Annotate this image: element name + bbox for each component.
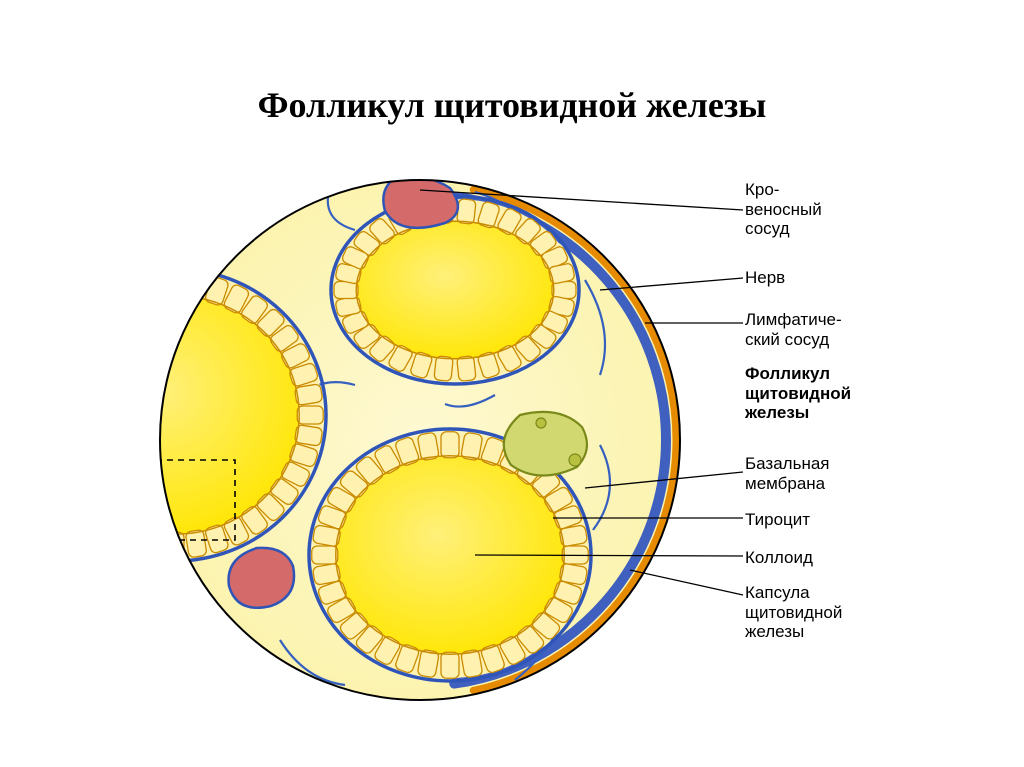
follicle-f_top bbox=[331, 196, 579, 384]
label-thyrocyte: Тироцит bbox=[745, 510, 810, 530]
page-title: Фолликул щитовидной железы bbox=[0, 84, 1024, 126]
thyrocyte-cell bbox=[441, 652, 459, 678]
label-basal_membrane: Базальная мембрана bbox=[745, 454, 830, 493]
thyrocyte-cell bbox=[297, 406, 323, 424]
thyrocyte-cell bbox=[145, 272, 165, 300]
label-follicle_title: Фолликул щитовидной железы bbox=[745, 364, 851, 423]
thyrocyte-cell bbox=[145, 529, 165, 557]
thyrocyte-cell bbox=[312, 546, 338, 564]
leader-capsule bbox=[630, 570, 743, 595]
thyrocyte-cell bbox=[457, 199, 476, 225]
diagram-container: Кро- веносный сосуд Нерв Лимфатиче- ский с… bbox=[145, 160, 905, 720]
label-capsule: Капсула щитовидной железы bbox=[745, 583, 842, 642]
thyrocyte-cell bbox=[145, 276, 146, 306]
label-blood_vessel: Кро- веносный сосуд bbox=[745, 180, 822, 239]
thyrocyte-cell bbox=[441, 432, 459, 458]
lymph-nodule bbox=[536, 418, 546, 428]
label-colloid: Коллоид bbox=[745, 548, 813, 568]
lymph-nodule bbox=[569, 454, 581, 466]
thyrocyte-cell bbox=[166, 272, 184, 298]
thyrocyte-cell bbox=[145, 524, 146, 554]
thyrocyte-cell bbox=[457, 356, 476, 382]
label-nerve: Нерв bbox=[745, 268, 785, 288]
label-lymph_vessel: Лимфатиче- ский сосуд bbox=[745, 310, 842, 349]
blood-vessel-bv_left bbox=[229, 548, 295, 608]
thyrocyte-cell bbox=[434, 356, 453, 382]
